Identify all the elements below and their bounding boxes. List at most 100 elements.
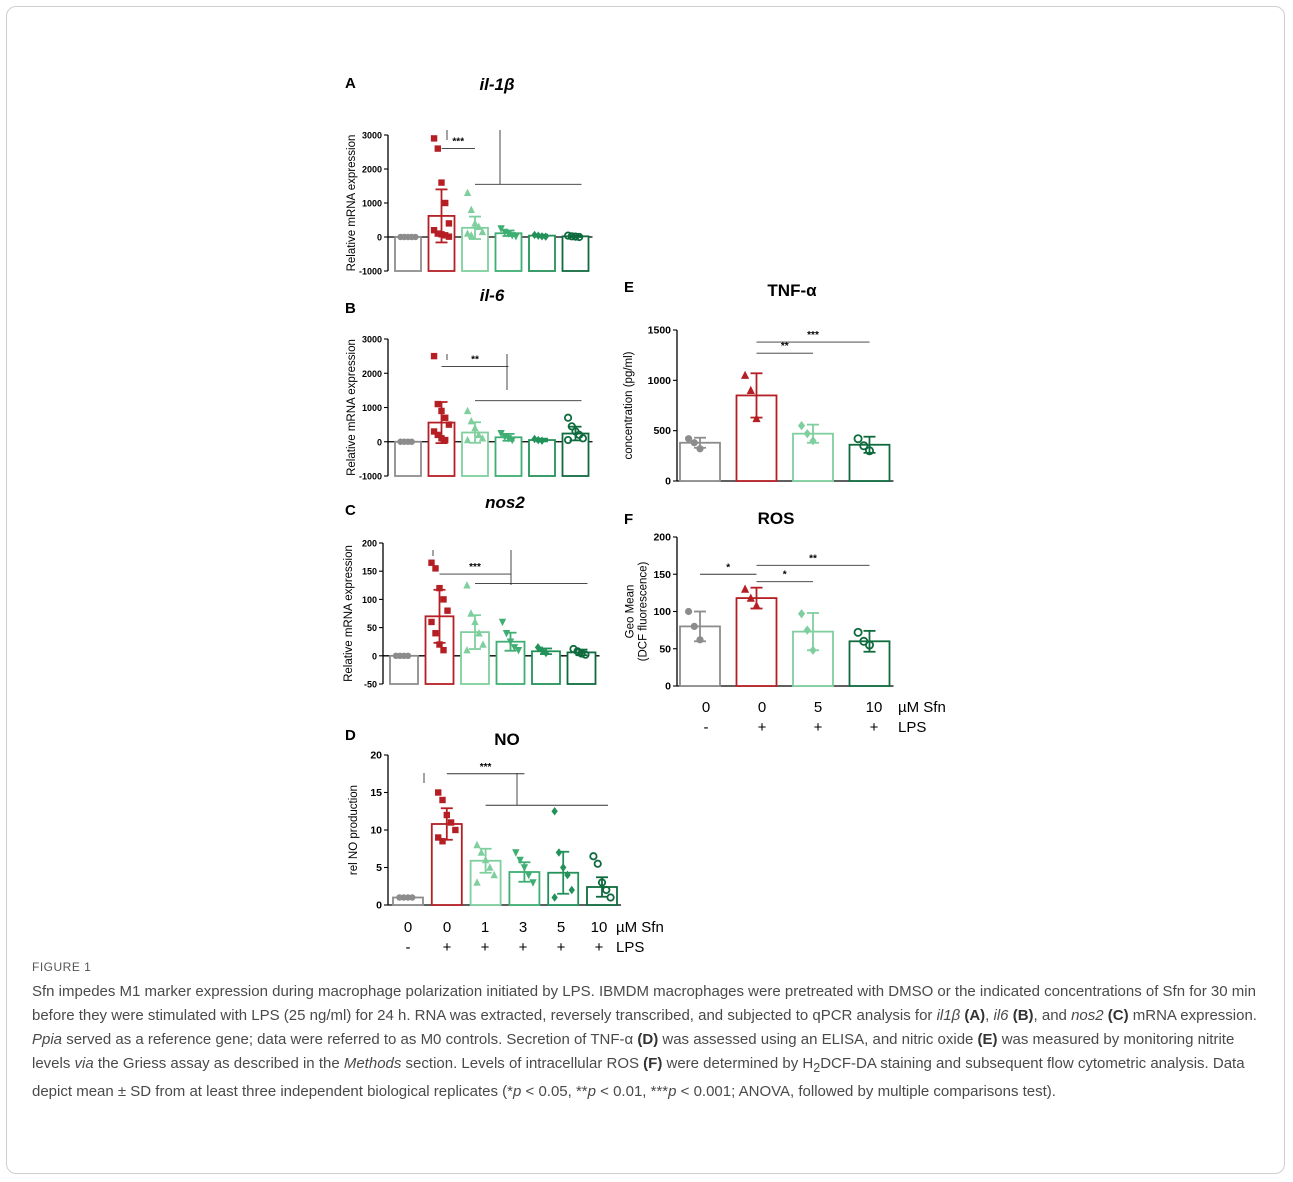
data-point [445, 220, 453, 227]
data-point [438, 407, 445, 415]
significance-label: * [783, 570, 787, 581]
x-tick-label-lps: + [519, 939, 528, 955]
y-axis-label: Relative mRNA expression [343, 545, 355, 682]
data-point [404, 652, 412, 659]
x-tick-label-sfn: 1 [481, 919, 489, 936]
y-tick-label: 0 [377, 233, 382, 243]
data-point [436, 584, 443, 592]
data-point [740, 370, 750, 379]
data-point [512, 233, 520, 241]
data-point [538, 232, 546, 241]
data-point [478, 227, 487, 236]
data-point [498, 618, 507, 627]
significance-label: *** [807, 330, 819, 341]
x-axis-label-lps: LPS [898, 719, 926, 736]
data-point [430, 428, 438, 435]
x-tick-label-sfn: 3 [519, 919, 527, 936]
data-point [430, 135, 438, 142]
x-axis-unit-sfn: µM Sfn [616, 919, 664, 936]
data-point [444, 607, 451, 614]
significance-label: *** [480, 762, 492, 773]
bar [566, 651, 597, 685]
data-point [551, 807, 558, 816]
data-point [696, 636, 704, 644]
data-point [797, 421, 806, 431]
data-point [445, 233, 453, 240]
bar [561, 235, 590, 272]
bar [528, 439, 556, 477]
bar [394, 236, 422, 272]
x-tick-label-lps: + [443, 939, 452, 955]
data-point [435, 789, 442, 796]
data-point [797, 609, 806, 619]
data-point [408, 438, 415, 445]
figure-frame [6, 6, 1285, 1174]
significance-label: * [726, 562, 730, 573]
data-point [445, 421, 453, 428]
data-point [809, 436, 817, 446]
y-tick-label: 150 [362, 567, 377, 577]
y-tick-label: 0 [377, 437, 382, 447]
data-point [746, 385, 755, 394]
significance-label: ** [781, 341, 789, 352]
x-tick-label-sfn: 5 [557, 919, 565, 936]
data-point [439, 796, 446, 804]
data-point [432, 565, 439, 572]
figure-label: FIGURE 1 [32, 960, 92, 974]
data-point [497, 225, 505, 233]
y-tick-label: 3000 [362, 335, 382, 345]
data-point [502, 630, 511, 638]
data-point [512, 849, 520, 857]
data-point [477, 848, 486, 856]
y-tick-label: 0 [665, 681, 671, 693]
y-tick-label: 150 [653, 569, 671, 581]
y-tick-label: 100 [653, 606, 671, 618]
data-point [606, 893, 615, 902]
significance-label: *** [452, 137, 464, 148]
data-point [430, 227, 438, 234]
data-point [467, 609, 475, 617]
y-axis-label: Geo Mean [625, 585, 637, 639]
x-tick-label-lps: + [758, 719, 767, 736]
x-axis-label-lps: LPS [616, 939, 644, 955]
data-point [567, 422, 576, 431]
data-point [434, 400, 441, 408]
data-point [463, 188, 472, 196]
bar [494, 232, 523, 272]
data-point [508, 436, 516, 445]
data-point [428, 559, 435, 566]
x-tick-label-sfn: 0 [702, 699, 710, 716]
x-tick-label-lps: - [704, 719, 709, 736]
data-point [555, 848, 563, 857]
y-tick-label: 0 [665, 476, 671, 488]
data-point [463, 435, 472, 444]
panel-letter: F [624, 511, 633, 528]
y-tick-label: 50 [659, 643, 671, 655]
data-point [490, 870, 498, 879]
y-tick-label: 3000 [362, 131, 382, 141]
data-point [597, 878, 607, 887]
chart-title: ROS [758, 509, 795, 528]
bar [528, 234, 556, 272]
x-tick-label-sfn: 0 [404, 919, 412, 936]
data-point [690, 622, 698, 631]
data-point [563, 231, 573, 240]
data-point [475, 430, 483, 439]
x-tick-label-sfn: 10 [866, 699, 883, 716]
bar [494, 436, 523, 477]
x-tick-label-lps: + [481, 939, 490, 955]
data-point [481, 855, 490, 864]
data-point [563, 413, 573, 422]
y-tick-label: -50 [364, 680, 377, 690]
y-tick-label: 0 [372, 651, 377, 661]
data-point [479, 640, 487, 648]
y-tick-label: 1000 [648, 375, 672, 387]
data-point [602, 885, 611, 895]
chart-panel-f: F ROS 0 50 100 150 200 Geo Mean (DCF fluorescenc… [624, 509, 894, 693]
data-point [471, 617, 479, 626]
data-point [535, 231, 542, 240]
data-point [412, 233, 419, 241]
data-point [589, 852, 598, 861]
data-point [473, 840, 481, 849]
